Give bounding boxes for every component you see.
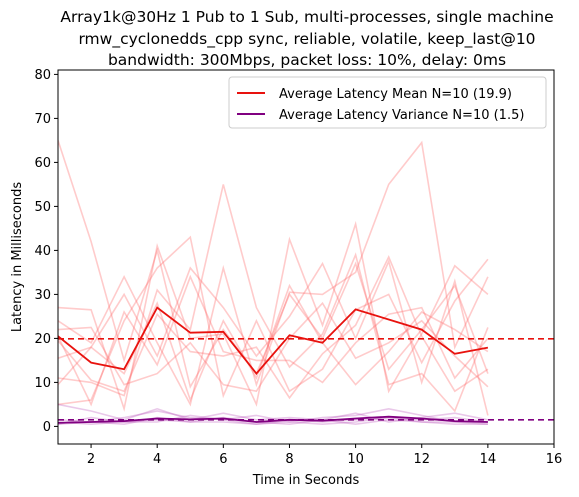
x-tick-label: 14 <box>480 452 497 467</box>
axes-frame <box>57 69 555 445</box>
y-tick-label: 10 <box>34 376 51 391</box>
series-lines <box>58 306 489 424</box>
run-line-9 <box>58 301 489 393</box>
x-tick-label: 2 <box>87 452 95 467</box>
y-axis-ticks: 0 10 20 30 40 50 60 70 80 <box>34 68 58 435</box>
y-axis-label: Latency in Milliseconds <box>10 182 25 333</box>
chart-title-line-2: rmw_cyclonedds_cpp sync, reliable, volat… <box>78 30 535 49</box>
run-line-8 <box>58 255 489 400</box>
x-tick-label: 10 <box>347 452 364 467</box>
x-axis-ticks: 2 4 6 8 10 12 14 16 <box>87 444 562 467</box>
y-tick-label: 0 <box>43 420 51 435</box>
x-tick-label: 16 <box>546 452 563 467</box>
chart-title: Array1k@30Hz 1 Pub to 1 Sub, multi-proce… <box>60 8 553 69</box>
chart-title-line-3: bandwidth: 300Mbps, packet loss: 10%, de… <box>108 51 506 69</box>
x-tick-label: 6 <box>219 452 227 467</box>
run-line-6 <box>58 184 489 413</box>
legend: Average Latency Mean N=10 (19.9) Average… <box>228 76 547 129</box>
run-variance-line-3 <box>58 416 488 426</box>
y-tick-label: 30 <box>34 288 51 303</box>
run-line-4 <box>58 235 489 406</box>
variance-series-line <box>58 415 488 424</box>
run-line-1 <box>58 140 489 389</box>
run-line-7 <box>58 283 489 403</box>
x-tick-label: 4 <box>153 452 161 467</box>
x-tick-label: 12 <box>413 452 430 467</box>
plot-area <box>58 140 554 426</box>
run-line-10 <box>58 274 489 407</box>
legend-label-variance: Average Latency Variance N=10 (1.5) <box>279 108 524 123</box>
y-tick-label: 50 <box>34 200 51 215</box>
mean-series-line <box>58 306 489 376</box>
y-tick-label: 80 <box>34 68 51 83</box>
run-variance-line-4 <box>58 414 489 426</box>
y-tick-label: 70 <box>34 112 51 127</box>
x-tick-label: 8 <box>285 452 293 467</box>
run-variance-line-5 <box>58 416 488 426</box>
y-tick-label: 40 <box>34 244 51 259</box>
legend-label-mean: Average Latency Mean N=10 (19.9) <box>279 87 512 102</box>
chart-title-line-1: Array1k@30Hz 1 Pub to 1 Sub, multi-proce… <box>60 8 553 26</box>
run-line-5 <box>58 258 489 416</box>
y-tick-label: 60 <box>34 156 51 171</box>
run-lines <box>58 140 489 416</box>
legend-box <box>228 76 547 129</box>
y-tick-label: 20 <box>34 332 51 347</box>
run-variance-line-2 <box>58 407 488 423</box>
x-axis-label: Time in Seconds <box>252 473 360 488</box>
run-line-2 <box>58 220 489 412</box>
